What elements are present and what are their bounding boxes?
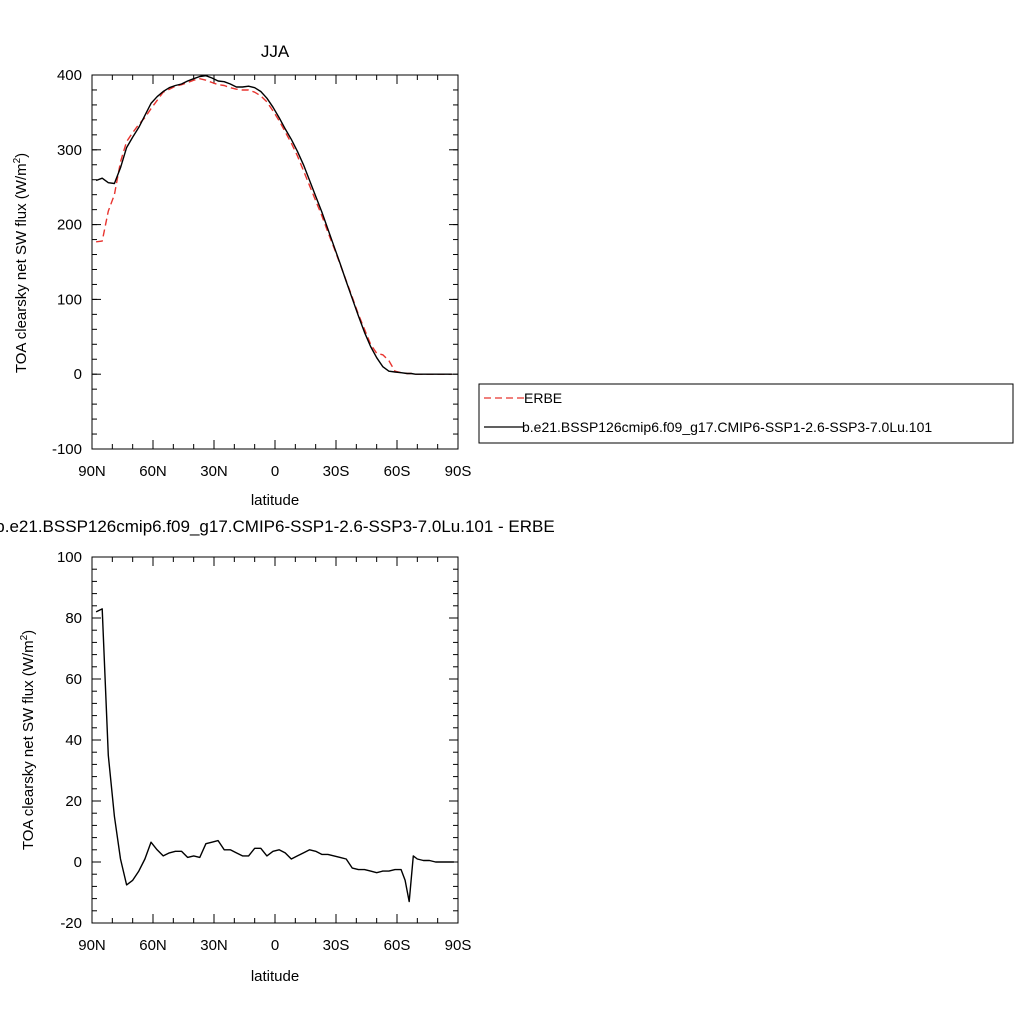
- panel0-x-tick-label: 30N: [200, 463, 228, 480]
- panel0-y-tick-label: -100: [52, 441, 82, 458]
- bottom-y-axis-label: TOA clearsky net SW flux (W/m2): [19, 630, 37, 850]
- bottom-panel: b.e21.BSSP126cmip6.f09_g17.CMIP6-SSP1-2.…: [0, 517, 555, 985]
- panel0-x-tick-label: 30S: [323, 463, 350, 480]
- panel1-x-tick-label: 60S: [384, 937, 411, 954]
- panel1-y-tick-label: 40: [65, 732, 82, 749]
- top-panel-title: JJA: [261, 42, 290, 61]
- bottom-x-axis-label: latitude: [251, 968, 299, 985]
- top-plot-frame: [91, 74, 459, 450]
- panel1-y-tick-label: 100: [57, 549, 82, 566]
- panel0-series-line-0: [96, 77, 452, 375]
- bottom-plot-area: 90N 60N 30N 0 30S 60S 90S -20 0 20 40 60 80 100: [57, 549, 471, 954]
- panel0-y-tick-label: 200: [57, 217, 82, 234]
- panel0-x-tick-label: 90N: [78, 463, 106, 480]
- bottom-y-axis-label-close: ): [20, 630, 37, 635]
- top-y-axis-label-sup: 2: [12, 157, 23, 163]
- panel0-y-tick-label: 300: [57, 142, 82, 159]
- panel0-x-tick-label: 60S: [384, 463, 411, 480]
- legend: ERBE b.e21.BSSP126cmip6.f09_g17.CMIP6-SS…: [478, 383, 1014, 444]
- panel1-x-tick-label: 0: [271, 937, 279, 954]
- panel0-x-tick-label: 90S: [445, 463, 472, 480]
- panel1-x-tick-label: 60N: [139, 937, 167, 954]
- panel0-y-tick-label: 0: [74, 366, 82, 383]
- top-x-axis-label: latitude: [251, 492, 299, 509]
- top-y-axis-label-main: TOA clearsky net SW flux (W/m: [13, 163, 30, 373]
- bottom-panel-title: b.e21.BSSP126cmip6.f09_g17.CMIP6-SSP1-2.…: [0, 517, 555, 536]
- legend-box: [478, 383, 1014, 444]
- top-y-axis-label: TOA clearsky net SW flux (W/m2): [12, 153, 30, 373]
- panel0-y-tick-label: 400: [57, 67, 82, 84]
- top-y-axis-label-close: ): [13, 153, 30, 158]
- top-panel: JJA 90N 60N 30N 0 30S 60S 90S -100 0 100 200 300 400…: [12, 42, 471, 509]
- panel1-x-tick-label: 30N: [200, 937, 228, 954]
- legend-label-erbe: ERBE: [524, 390, 562, 406]
- bottom-plot-frame: [91, 556, 459, 924]
- bottom-y-axis-label-sup: 2: [19, 634, 30, 640]
- panel1-series-line-0: [95, 608, 454, 903]
- panel1-y-tick-label: 60: [65, 671, 82, 688]
- panel0-y-tick-label: 100: [57, 291, 82, 308]
- panel1-x-tick-label: 30S: [323, 937, 350, 954]
- panel1-y-tick-label: 80: [65, 610, 82, 627]
- panel1-x-tick-label: 90S: [445, 937, 472, 954]
- legend-label-model: b.e21.BSSP126cmip6.f09_g17.CMIP6-SSP1-2.…: [522, 419, 932, 435]
- panel0-series-line-1: [95, 74, 452, 375]
- bottom-y-axis-label-main: TOA clearsky net SW flux (W/m: [20, 640, 37, 850]
- panel0-x-tick-label: 0: [271, 463, 279, 480]
- panel1-x-tick-label: 90N: [78, 937, 106, 954]
- panel1-y-tick-label: -20: [60, 915, 82, 932]
- panel0-x-tick-label: 60N: [139, 463, 167, 480]
- panel1-y-tick-label: 20: [65, 793, 82, 810]
- panel1-y-tick-label: 0: [74, 854, 82, 871]
- top-plot-area: 90N 60N 30N 0 30S 60S 90S -100 0 100 200 300 400: [52, 67, 471, 480]
